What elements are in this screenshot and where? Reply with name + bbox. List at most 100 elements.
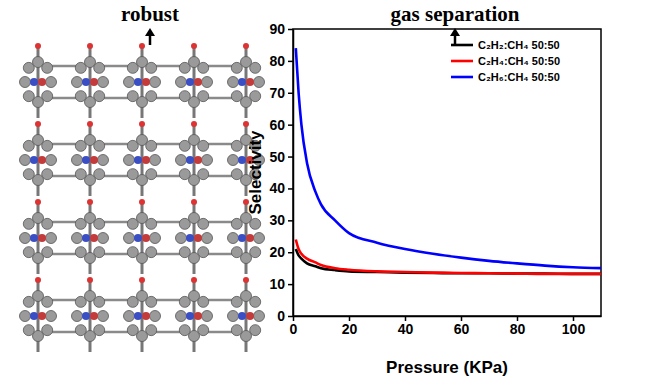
ring-atom [231,325,242,336]
framework-link [52,253,76,256]
framework-link [208,253,232,256]
legend-label: C₂H₂:CH₄ 50:50 [478,39,560,51]
framework-node [124,277,181,352]
metal-atom [38,234,46,242]
x-axis-title: Pressure (KPa) [386,358,508,377]
metal-atom [82,312,90,320]
metal-atom [246,312,254,320]
tick-label: 80 [269,53,285,69]
oxygen-atom [87,43,93,49]
tick-mark [288,316,293,318]
framework-node [228,43,265,118]
ring-atom [20,77,31,88]
framework-link [208,65,232,68]
metal-atom [246,78,254,86]
ring-atom [23,325,34,336]
ring-atom [46,311,57,322]
oxygen-atom [87,277,93,283]
ring-atom [198,62,209,73]
ring-atom [98,155,109,166]
tick: 80 [510,316,526,337]
metal-atom [82,156,90,164]
framework-link [156,143,180,146]
metal-atom [238,78,246,86]
tick: 50 [269,149,293,165]
ring-atom [231,247,242,258]
metal-atom [134,312,142,320]
tick: 80 [269,53,293,69]
tick: 70 [269,85,293,101]
ring-atom [250,62,261,73]
ring-atom [228,311,239,322]
metal-atom [134,156,142,164]
framework-node [228,277,265,352]
ring-atom [94,218,105,229]
ring-atom [146,218,157,229]
metal-atom [238,234,246,242]
metal-atom [134,78,142,86]
framework-link [104,143,128,146]
oxygen-atom [243,43,249,49]
framework-node [72,121,129,196]
oxygen-atom [139,277,145,283]
ring-atom [179,169,190,180]
metal-atom [90,78,98,86]
ring-atom [72,311,83,322]
ring-atom [124,155,135,166]
metal-atom [82,78,90,86]
left-arrow [145,28,155,45]
ring-atom [254,311,265,322]
framework-link [156,221,180,224]
tick: 100 [562,316,586,337]
framework-link [104,97,128,100]
metal-atom [246,234,254,242]
ring-atom [127,325,138,336]
metal-atom [90,312,98,320]
ring-atom [176,233,187,244]
tick-label: 20 [342,321,358,337]
tick-label: 40 [269,180,285,196]
ring-atom [198,218,209,229]
figure: robustgas separation02040608010001020304… [0,0,665,387]
metal-atom [142,156,150,164]
tick-label: 0 [290,321,298,337]
metal-atom [90,156,98,164]
ring-atom [20,233,31,244]
framework-link [208,331,232,334]
oxygen-atom [243,121,249,127]
metal-atom [186,78,194,86]
ring-atom [72,77,83,88]
oxygen-atom [243,277,249,283]
framework-link [104,175,128,178]
framework-link [52,221,76,224]
ring-atom [202,311,213,322]
framework-node [176,199,233,274]
legend-swatch [451,44,473,47]
ring-atom [98,233,109,244]
ring-atom [20,311,31,322]
ring-atom [228,155,239,166]
tick-label: 70 [269,85,285,101]
tick: 0 [290,316,298,337]
ring-atom [94,140,105,151]
framework-node [20,121,77,196]
oxygen-atom [139,43,145,49]
ring-atom [176,77,187,88]
framework-link [104,221,128,224]
framework-node [72,199,129,274]
framework-link [208,143,232,146]
tick-label: 50 [269,149,285,165]
ring-atom [146,62,157,73]
legend-swatch [451,76,473,79]
ring-atom [202,233,213,244]
framework-node [124,43,181,118]
tick-label: 60 [269,117,285,133]
ring-atom [250,218,261,229]
metal-atom [30,234,38,242]
metal-atom [194,156,202,164]
legend-swatch [451,60,473,63]
framework-link [52,331,76,334]
oxygen-atom [191,121,197,127]
ring-atom [179,247,190,258]
ring-atom [228,77,239,88]
